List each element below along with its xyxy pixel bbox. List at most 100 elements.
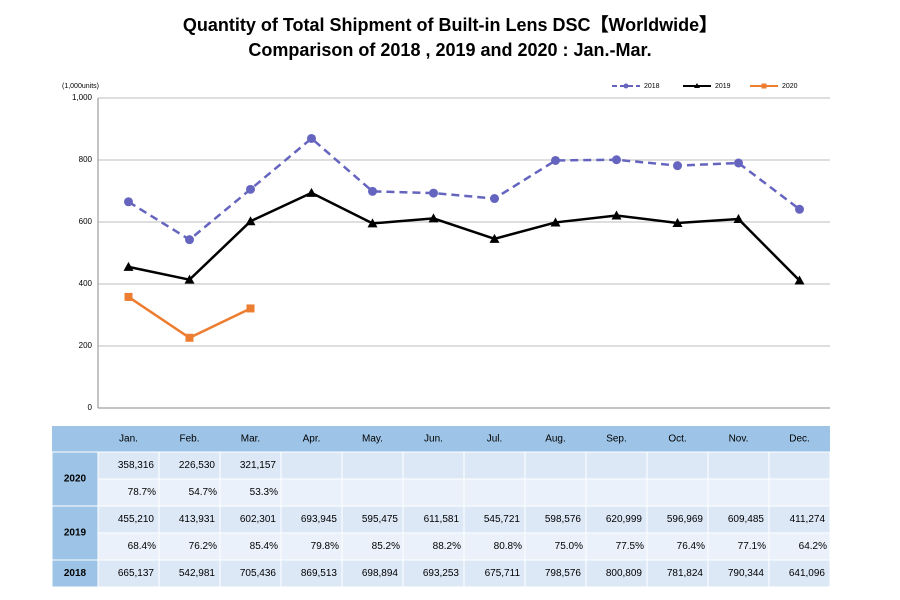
table-cell-bg — [219, 505, 282, 534]
table-change: 79.8% — [311, 541, 339, 552]
table-value: 611,581 — [424, 514, 460, 525]
table-cell-bg — [463, 478, 526, 507]
table-change: 75.0% — [555, 541, 583, 552]
table-value: 693,945 — [301, 514, 338, 525]
table-value: 321,157 — [240, 460, 277, 471]
table-cell-bg — [585, 505, 648, 534]
marker — [307, 133, 316, 143]
table-value: 595,475 — [362, 514, 399, 525]
y-axis-label: (1,000units) — [62, 83, 99, 90]
table-header: Aug. — [545, 434, 566, 445]
table-cell-bg — [585, 532, 648, 561]
table-cell-bg — [97, 532, 160, 561]
marker — [124, 197, 133, 207]
table-cell-bg — [463, 559, 526, 588]
marker — [733, 214, 744, 224]
table-cell-bg — [768, 532, 831, 561]
table-value: 226,530 — [179, 460, 216, 471]
table-cell-bg — [585, 559, 648, 588]
table-value: 693,253 — [423, 568, 460, 579]
table-cell-bg — [768, 505, 831, 534]
table-header: Jan. — [119, 434, 138, 445]
table-cell-bg — [158, 532, 221, 561]
y-tick-label: 400 — [79, 279, 93, 288]
table-cell-bg — [97, 478, 160, 507]
legend-label: 2019 — [715, 83, 731, 90]
table-change: 85.4% — [250, 541, 278, 552]
marker — [246, 304, 255, 313]
table-change: 54.7% — [189, 487, 217, 498]
legend-label: 2018 — [644, 83, 660, 90]
table-header: Dec. — [789, 434, 810, 445]
table-year: 2020 — [64, 474, 87, 485]
table-cell-bg — [97, 505, 160, 534]
table-cell-bg — [158, 451, 221, 480]
legend-marker — [761, 83, 767, 89]
table-header-bg — [52, 426, 830, 452]
marker — [551, 155, 560, 165]
table-cell-bg — [646, 451, 709, 480]
table-header: Jun. — [424, 434, 443, 445]
table-cell-bg — [341, 451, 404, 480]
table-cell-bg — [585, 478, 648, 507]
table-cell-bg — [707, 559, 770, 588]
table-value: 545,721 — [484, 514, 521, 525]
table-change: 80.8% — [494, 541, 522, 552]
series-line — [127, 136, 801, 242]
table-value: 705,436 — [240, 568, 277, 579]
marker — [734, 158, 743, 168]
marker — [245, 216, 256, 226]
table-year: 2018 — [64, 568, 87, 579]
marker — [368, 186, 377, 196]
table-change: 88.2% — [433, 541, 461, 552]
table-cell-bg — [524, 559, 587, 588]
marker — [550, 217, 561, 227]
table-cell-bg — [219, 451, 282, 480]
table-value: 358,316 — [118, 460, 155, 471]
y-tick-label: 200 — [79, 341, 93, 350]
table-header: May. — [362, 434, 383, 445]
table-value: 675,711 — [485, 568, 521, 579]
marker — [489, 233, 500, 243]
table-value: 698,894 — [362, 568, 399, 579]
table-cell-bg — [768, 451, 831, 480]
table-value: 869,513 — [301, 568, 338, 579]
marker — [672, 217, 683, 227]
marker — [246, 184, 255, 194]
table-cell-bg — [219, 532, 282, 561]
table-year: 2019 — [64, 528, 87, 539]
legend-marker — [694, 83, 700, 88]
table-change: 78.7% — [128, 487, 156, 498]
table-change: 85.2% — [372, 541, 400, 552]
table-value: 596,969 — [667, 514, 704, 525]
table-cell-bg — [768, 559, 831, 588]
table-cell-bg — [585, 451, 648, 480]
table-header: Mar. — [241, 434, 260, 445]
table-value: 609,485 — [728, 514, 765, 525]
table-cell-bg — [402, 505, 465, 534]
y-tick-label: 800 — [79, 155, 93, 164]
marker — [367, 218, 378, 228]
marker — [429, 188, 438, 198]
table-value: 542,981 — [179, 568, 216, 579]
table-cell-bg — [646, 478, 709, 507]
table-value: 790,344 — [728, 568, 765, 579]
y-tick-label: 600 — [79, 217, 93, 226]
table-cell-bg — [524, 532, 587, 561]
table-cell-bg — [463, 505, 526, 534]
table-cell-bg — [524, 451, 587, 480]
legend-marker — [623, 83, 629, 89]
marker — [490, 194, 499, 204]
table-value: 598,576 — [545, 514, 582, 525]
y-tick-label: 0 — [88, 403, 93, 412]
series-line — [127, 295, 252, 340]
table-value: 602,301 — [240, 514, 277, 525]
table-value: 641,096 — [789, 568, 826, 579]
marker — [794, 275, 805, 285]
table-cell-bg — [707, 451, 770, 480]
table-cell-bg — [646, 532, 709, 561]
table-header: Oct. — [668, 434, 686, 445]
table-change: 77.1% — [738, 541, 766, 552]
table-change: 64.2% — [799, 541, 827, 552]
table-value: 665,137 — [118, 568, 155, 579]
